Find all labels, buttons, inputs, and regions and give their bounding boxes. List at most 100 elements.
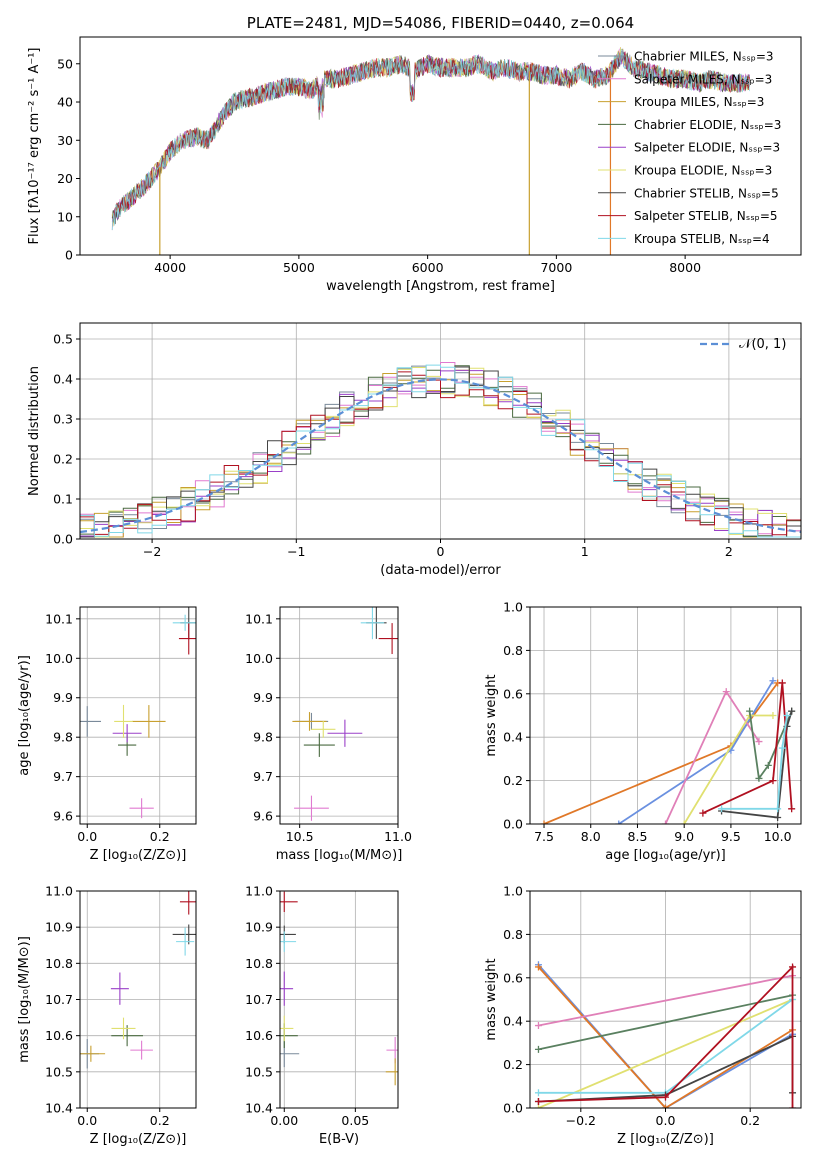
chart-title: PLATE=2481, MJD=54086, FIBERID=0440, z=0… [247,14,634,32]
spectrum-model-8 [111,48,750,230]
y-tick-label: 11.0 [45,884,73,899]
weight-line-0 [537,964,793,1108]
plot-area [530,891,801,1108]
x-tick-label: 7000 [540,260,572,275]
y-tick-label: 0.2 [53,452,73,467]
y-tick-label: 9.9 [253,690,273,705]
x-tick-label: 10.5 [286,829,314,844]
y-tick-label: 10.5 [45,1064,73,1079]
y-tick-label: 10 [57,209,73,224]
weight-line-4 [538,998,793,1108]
weight-marker [778,744,786,752]
y-tick-label: 10.7 [45,992,73,1007]
weight-marker [534,1045,542,1053]
y-tick-label: 0.0 [503,817,523,832]
y-tick-label: 10.9 [245,920,273,935]
legend-label-2: Kroupa MILES, Nₛₛₚ=3 [634,95,764,109]
weight-marker [534,1022,542,1030]
y-tick-label: 0.2 [503,1057,523,1072]
x-axis-label: age [log₁₀(age/yr)] [605,848,726,863]
y-tick-label: 9.9 [53,690,73,705]
weight-marker [769,777,777,785]
weight-marker [788,805,796,813]
x-axis-label: (data-model)/error [380,563,501,578]
y-tick-label: 10.7 [245,992,273,1007]
y-tick-label: 0.5 [53,332,73,347]
plot-area [530,607,801,824]
x-tick-label: 0.2 [150,829,170,844]
x-tick-label: 1 [581,544,589,559]
y-tick-label: 0.3 [53,412,73,427]
x-tick-label: 0 [437,544,445,559]
y-axis-label: Flux [fλ10⁻¹⁷ erg cm⁻² s⁻¹ A⁻¹] [27,48,42,245]
y-tick-label: 0.0 [503,1101,523,1116]
y-tick-label: 10.8 [245,956,273,971]
axes-frame [529,890,802,1109]
x-tick-label: 2 [725,544,733,559]
y-tick-label: 0.4 [53,372,73,387]
y-tick-label: 10.0 [245,651,273,666]
axes-panel-3: 10.5 11.0 9.6 9.7 9.8 9.9 10.0 10.1 mass [log₁₀(… [245,606,412,863]
axes-frame [279,890,399,1109]
x-tick-label: −2 [143,544,161,559]
x-tick-label: 8.5 [628,829,648,844]
y-tick-label: 0.6 [503,970,523,985]
weight-marker [769,677,777,685]
x-tick-label: 11.0 [384,829,412,844]
weight-marker [783,712,791,719]
axes-panel-5: 0.0 0.2 10.4 10.5 10.6 10.7 10.8 10.9 11.0 Z [log… [17,884,197,1147]
x-tick-label: 5000 [283,260,315,275]
x-tick-label: 0.2 [150,1113,170,1128]
axes-frame [79,606,197,825]
y-tick-label: 9.6 [253,809,273,824]
y-tick-label: 20 [57,171,73,186]
weight-marker [764,761,772,769]
y-tick-label: 10.8 [45,956,73,971]
legend: Chabrier MILES, Nₛₛₚ=3 Salpeter MILES, Nₛ… [598,50,781,246]
y-axis-label: mass weight [484,674,499,756]
axes-panel-7: −0.2 0.0 0.2 0.0 0.2 0.4 0.6 0.8 1.0 Z [log₁₀(Z/Z… [484,884,802,1147]
x-tick-label: 0.2 [740,1113,760,1128]
x-tick-label: 10.0 [764,829,792,844]
x-tick-label: 4000 [154,260,186,275]
x-tick-label: −1 [287,544,305,559]
y-tick-label: 10.5 [245,1064,273,1079]
weight-line-4 [748,710,793,781]
weight-marker [662,820,669,824]
x-axis-label: Z [log₁₀(Z/Z⊙)] [90,1132,187,1147]
weight-marker [774,813,782,821]
weight-line-2 [664,689,760,824]
legend-label-7: Salpeter STELIB, Nₛₛₚ=5 [634,209,778,223]
weight-marker [788,707,796,715]
weight-marker [534,1089,542,1097]
y-tick-label: 1.0 [503,600,523,615]
weight-marker [789,1104,797,1108]
weight-marker [662,1093,669,1101]
x-tick-label: 9.0 [674,829,694,844]
y-tick-label: 10.4 [45,1101,73,1116]
weight-marker [789,963,797,971]
weight-marker [769,712,777,719]
x-tick-label: 9.5 [721,829,741,844]
axes-frame [79,322,802,540]
weight-line-7 [538,964,794,1108]
axes-frame [79,36,802,256]
plot-area [80,323,801,539]
axes-frame [529,606,802,825]
weight-marker [722,688,730,696]
weight-line-3 [538,994,793,1051]
weight-marker [718,805,726,813]
y-tick-label: 0.8 [503,927,523,942]
weight-line-7 [721,715,788,810]
y-axis-label: Normed distribution [27,366,42,496]
weight-marker [534,963,542,971]
y-axis-label: mass [log₁₀(M/M⊙)] [17,936,32,1063]
y-tick-label: 10.1 [45,611,73,626]
weight-marker [778,679,786,687]
y-tick-label: 9.7 [53,769,73,784]
x-axis-label: Z [log₁₀(Z/Z⊙)] [617,1132,714,1147]
weight-line-6 [702,682,793,814]
y-tick-label: 0.4 [503,1014,523,1029]
weight-marker [534,1104,542,1108]
